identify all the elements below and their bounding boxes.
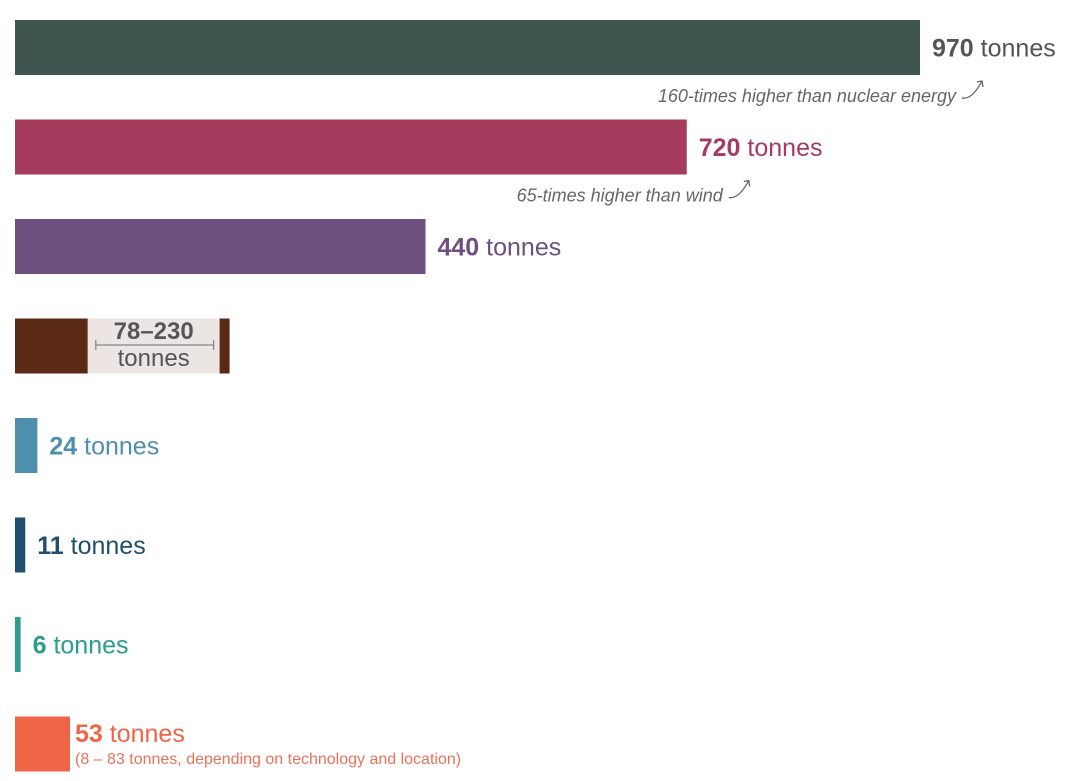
bar-label-6: 6 tonnes <box>33 632 129 660</box>
bar-unit-5: tonnes <box>64 532 146 560</box>
bar-unit-2: tonnes <box>479 234 561 262</box>
bar-value-6: 6 <box>33 632 47 660</box>
bar-label-4: 24 tonnes <box>49 433 159 461</box>
bar-value-4: 24 <box>49 433 77 461</box>
bar-5 <box>15 517 26 573</box>
bar-unit-4: tonnes <box>77 433 159 461</box>
bar-2 <box>15 219 426 274</box>
bar-note-arrow-0-head <box>976 80 984 88</box>
bar-unit-1: tonnes <box>740 134 822 162</box>
bar-6 <box>15 617 21 672</box>
bar-value-2: 440 <box>438 234 480 262</box>
bar-unit-6: tonnes <box>47 632 129 660</box>
bar-label-7: 53 tonnes <box>75 720 185 748</box>
bar-4 <box>15 418 38 473</box>
bar-range-value-3: 78–230 <box>114 318 194 345</box>
bar-value-1: 720 <box>699 134 741 162</box>
bar-unit-3: tonnes <box>118 345 190 372</box>
bar-unit-0: tonnes <box>974 35 1056 63</box>
bar-range-band-3 <box>87 318 220 374</box>
bar-label-0: 970 tonnes <box>932 35 1056 63</box>
bar-sub-note-7: (8 – 83 tonnes, depending on technology … <box>75 751 461 768</box>
bar-1 <box>15 119 687 175</box>
bar-3 <box>15 318 88 374</box>
bar-range-cap-3 <box>219 318 230 374</box>
bar-unit-7: tonnes <box>103 720 185 748</box>
chart-marks: 970 tonnes 160-times higher than nuclear … <box>15 20 1056 772</box>
bar-value-5: 11 <box>37 532 64 560</box>
bar-note-1: 65-times higher than wind <box>517 186 724 206</box>
bar-label-1: 720 tonnes <box>699 134 823 162</box>
bar-value-7: 53 <box>75 720 103 748</box>
bar-note-arrow-1 <box>728 180 750 199</box>
bar-0 <box>15 20 920 75</box>
bar-7 <box>15 716 70 772</box>
bar-label-5: 11 tonnes <box>37 532 145 560</box>
bar-label-2: 440 tonnes <box>438 234 562 262</box>
bar-note-0: 160-times higher than nuclear energy <box>658 86 957 106</box>
bar-value-0: 970 <box>932 35 974 63</box>
bar-note-arrow-1-head <box>743 179 751 187</box>
bar-note-arrow-0 <box>961 80 983 99</box>
